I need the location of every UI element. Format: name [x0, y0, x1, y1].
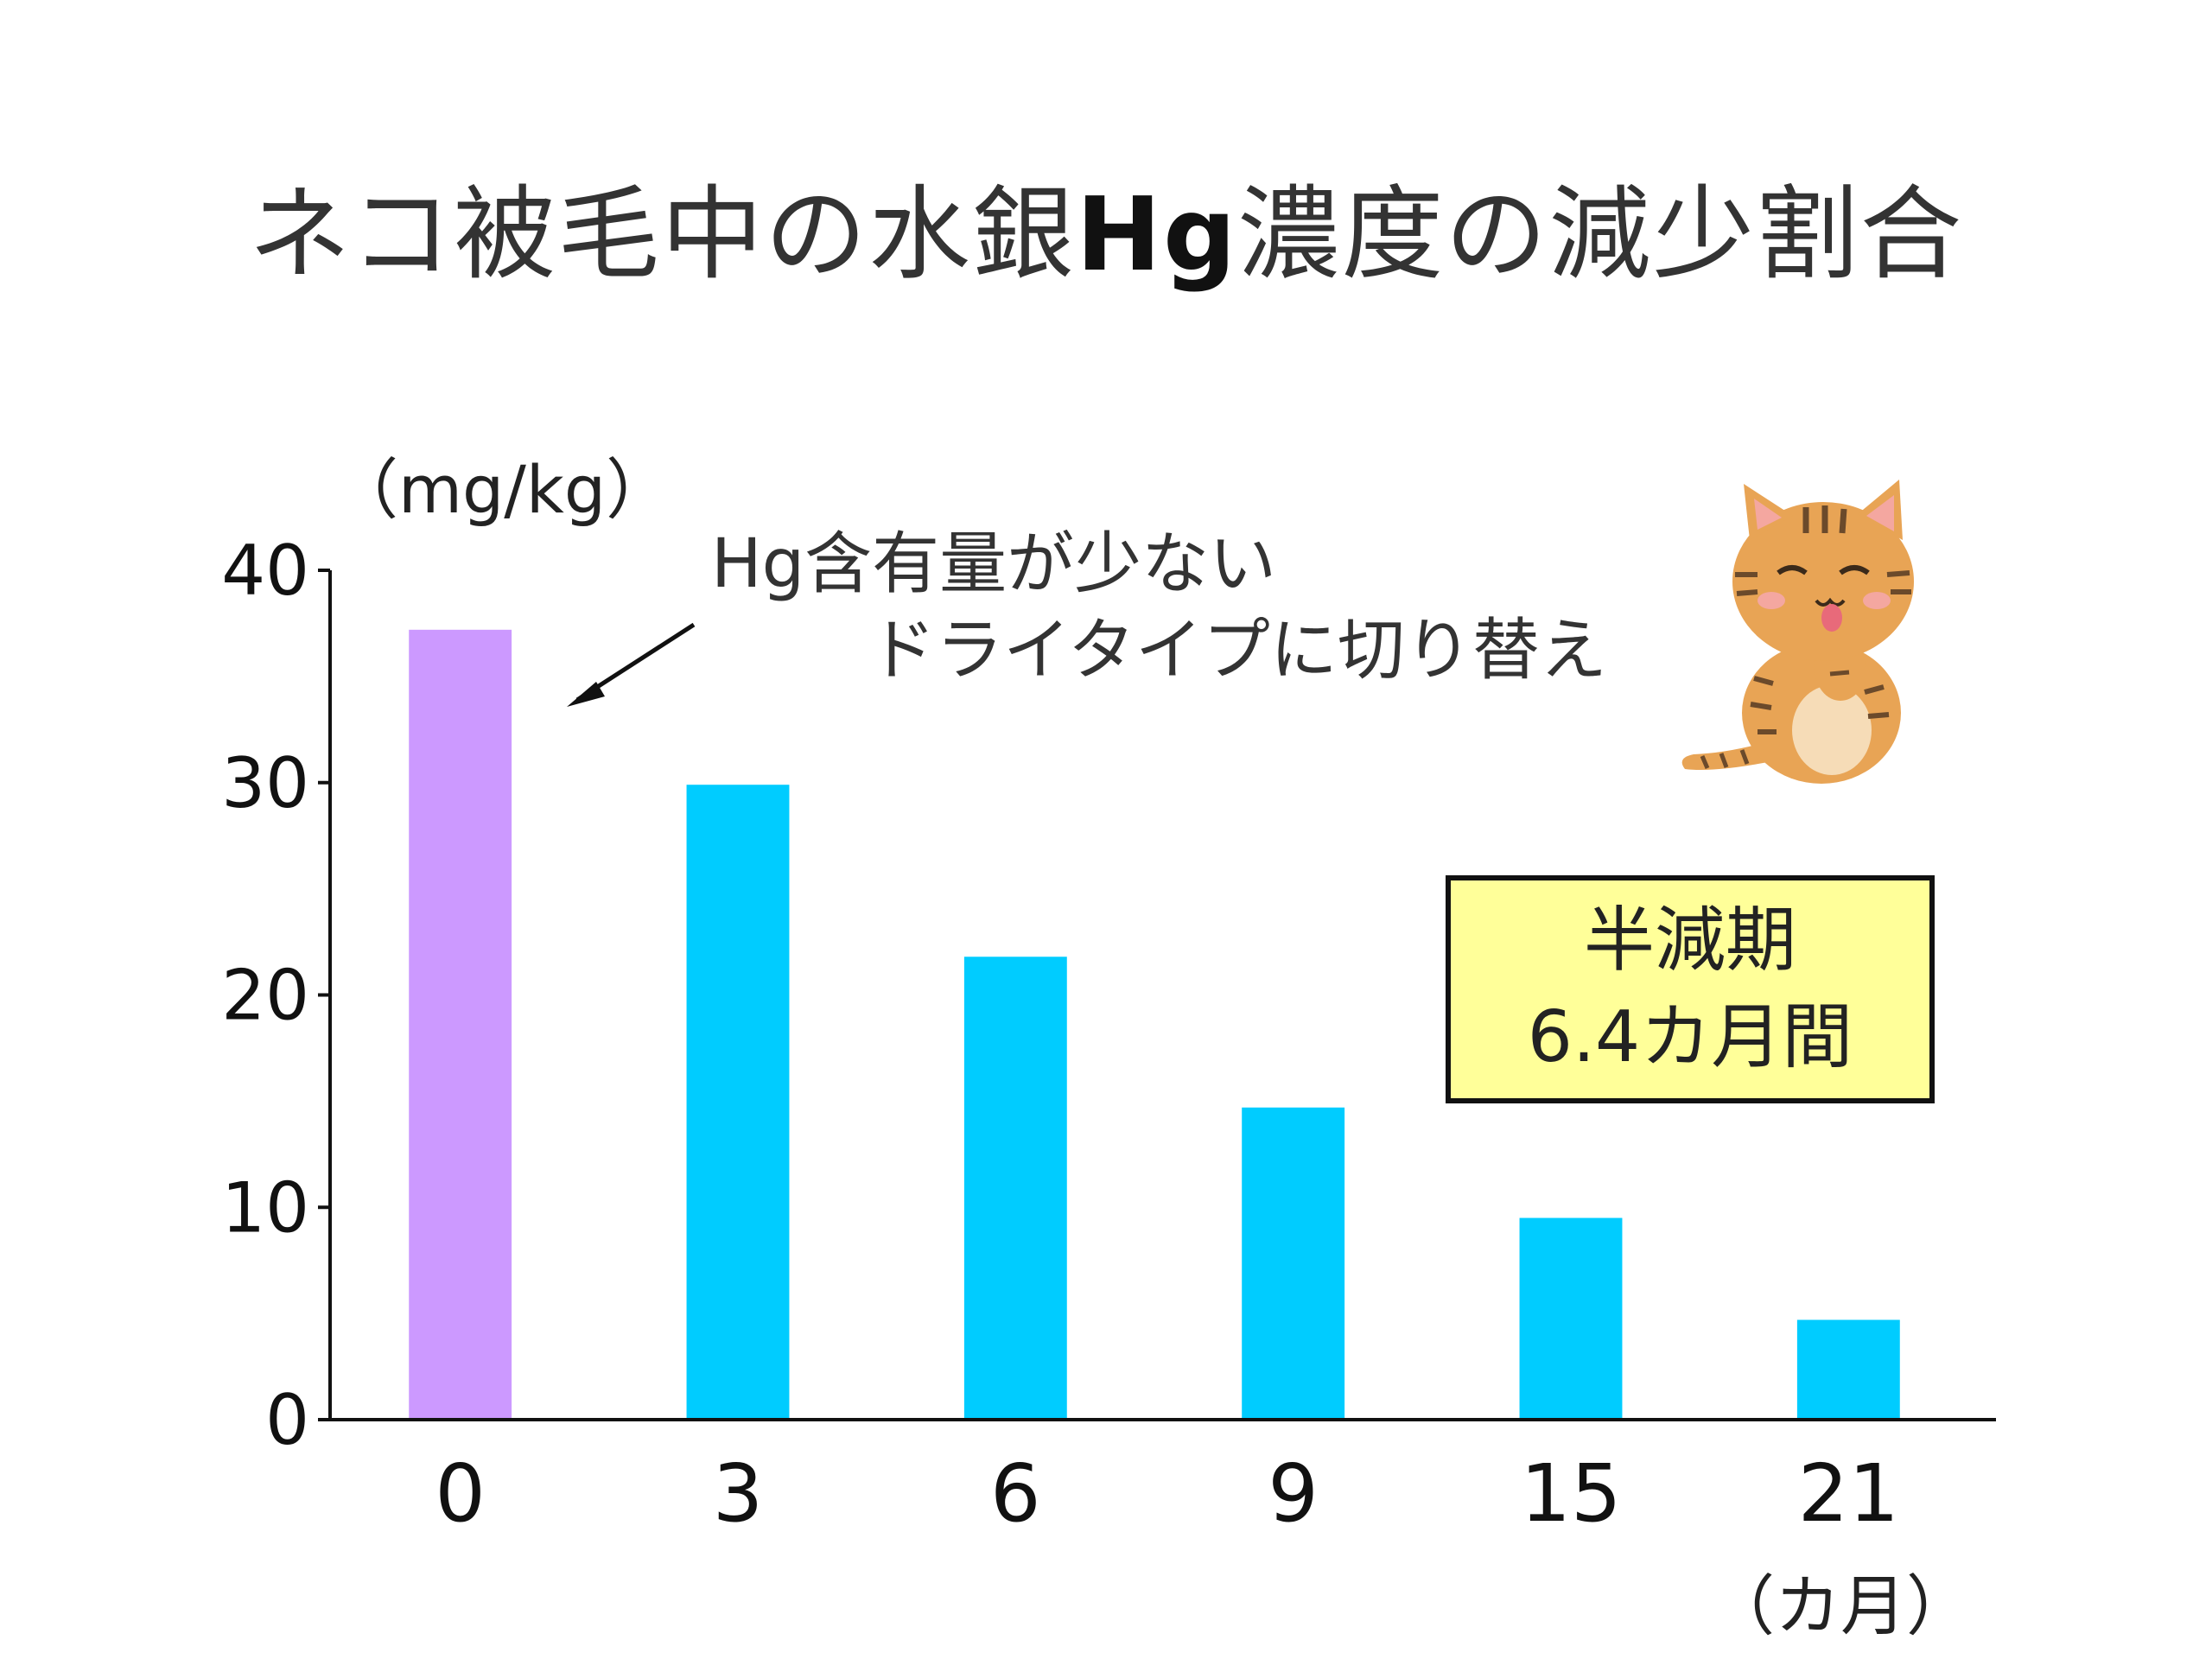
bar-3	[686, 785, 790, 1420]
x-ticks-group: 0 3 6 9 15 21	[435, 1447, 1898, 1540]
bar-0	[409, 629, 512, 1420]
x-tick-label: 6	[990, 1447, 1041, 1540]
title-prefix: ネコ被毛中の水銀	[248, 175, 1077, 294]
bars-group	[409, 629, 1900, 1420]
y-tick-label: 40	[221, 531, 309, 611]
y-tick-label: 0	[265, 1380, 309, 1460]
x-tick-label: 0	[435, 1447, 486, 1540]
title-bold: Hg	[1076, 175, 1238, 294]
half-life-box: 半減期 6.4カ月間	[1446, 875, 1935, 1103]
cat-illustration-icon	[1681, 480, 1914, 784]
y-tick-label: 20	[221, 956, 309, 1036]
annotation-line-1: Hg含有量が少ない	[711, 525, 1277, 603]
bar-21	[1796, 1319, 1900, 1420]
annotation-line-2: ドライタイプに切り替え	[868, 612, 1607, 690]
bar-6	[963, 957, 1067, 1420]
bar-15	[1519, 1217, 1623, 1420]
x-tick-label: 9	[1268, 1447, 1319, 1540]
x-tick-label: 3	[713, 1447, 764, 1540]
y-ticks-group: 0 10 20 30 40	[221, 531, 330, 1460]
chart-title: ネコ被毛中の水銀Hg濃度の減少割合	[0, 151, 2212, 299]
half-life-value: 6.4カ月間	[1527, 996, 1853, 1078]
title-suffix: 濃度の減少割合	[1237, 175, 1964, 294]
bar-9	[1242, 1107, 1345, 1420]
half-life-label: 半減期	[1583, 899, 1796, 982]
y-tick-label: 10	[221, 1167, 309, 1248]
x-tick-label: 15	[1520, 1447, 1621, 1540]
x-tick-label: 21	[1798, 1447, 1899, 1540]
x-axis-unit-label: （カ月）	[1709, 1567, 1972, 1644]
y-tick-label: 30	[221, 743, 309, 823]
y-axis-unit-label: （mg/kg）	[333, 451, 672, 528]
arrow-icon	[567, 622, 696, 707]
